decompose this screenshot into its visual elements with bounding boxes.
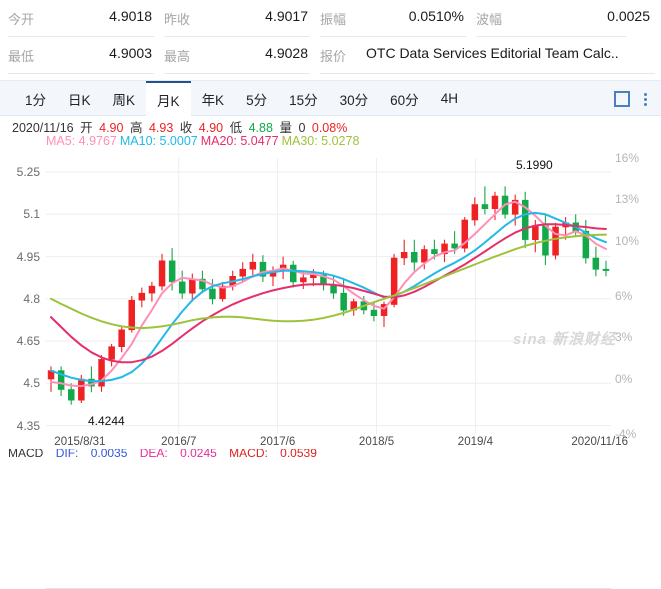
quote-label-source: 报价 (320, 49, 347, 64)
period-tabs: 1分 日K 周K 月K 年K 5分 15分 30分 60分 4H (14, 81, 469, 116)
legend-open-value: 4.90 (99, 121, 124, 135)
quote-label-prev-close: 昨收 (164, 12, 191, 27)
y-tick-left: 5.1 (23, 207, 40, 222)
quote-value-source: OTC Data Services Editorial Team Calc.. (366, 45, 619, 61)
sina-watermark: sina 新浪财经 (513, 331, 617, 348)
quote-header: 今开 4.9018 昨收 4.9017 振幅 0.0510% 波幅 0.0025 (0, 0, 661, 74)
y-tick-left: 4.35 (16, 418, 40, 433)
tab-60分[interactable]: 60分 (390, 92, 419, 108)
quote-value-amplitude: 0.0510% (408, 8, 464, 24)
quote-cell-prev-close: 昨收 4.9017 (164, 0, 316, 37)
y-tick-right: 13% (615, 192, 640, 207)
ma-legend-ma5: MA5: 4.9767 (46, 134, 117, 148)
y-tick-right: 0% (615, 371, 633, 386)
y-tick-left: 4.65 (16, 334, 40, 349)
quote-value-range: 0.0025 (607, 8, 650, 24)
legend-high-value: 4.93 (148, 121, 174, 135)
macd-title: MACD (8, 449, 44, 458)
more-vertical-icon[interactable] (643, 91, 649, 107)
x-tick: 2020/11/16 (571, 436, 629, 448)
macd-dif-label: DIF: (55, 449, 79, 458)
quote-cell-amplitude: 振幅 0.0510% (320, 0, 472, 37)
quote-value-prev-close: 4.9017 (265, 8, 308, 24)
macd-dif-value: 0.0035 (90, 449, 128, 458)
legend-open-label: 开 (80, 121, 93, 135)
quote-value-today-open: 4.9018 (109, 8, 152, 24)
legend-close-label: 收 (179, 121, 193, 135)
quote-cell-today-open: 今开 4.9018 (8, 0, 160, 37)
quote-label-low: 最低 (8, 49, 35, 64)
y-tick-left: 4.95 (16, 249, 40, 264)
high-price-annotation: 5.1990 (516, 158, 553, 172)
legend-date: 2020/11/16 (12, 121, 74, 135)
macd-dea-value: 0.0245 (180, 449, 217, 458)
y-tick-left: 4.5 (23, 376, 40, 391)
quote-label-amplitude: 振幅 (320, 12, 347, 27)
tab-1分[interactable]: 1分 (25, 92, 47, 108)
legend-high-label: 高 (129, 121, 143, 135)
y-tick-left: 4.8 (23, 291, 40, 306)
quote-cell-high: 最高 4.9028 (164, 37, 316, 74)
legend-volume-label: 量 (279, 121, 292, 135)
tab-月K[interactable]: 月K (146, 81, 191, 116)
quote-cell-low: 最低 4.9003 (8, 37, 160, 74)
macd-legend: MACD DIF: 0.0035 DEA: 0.0245 MACD: 0.053… (8, 449, 326, 458)
ohlc-legend: 2020/11/16 开 4.90 高 4.93 收 4.90 低 4.88 量… (12, 117, 350, 136)
y-tick-left: 5.25 (16, 165, 40, 180)
fullscreen-icon[interactable] (614, 90, 630, 107)
ma-legend-ma20: MA20: 5.0477 (200, 134, 279, 148)
quote-row-2: 最低 4.9003 最高 4.9028 报价 OTC Data Services… (0, 37, 661, 74)
tab-5分[interactable]: 5分 (246, 92, 268, 108)
x-tick: 2016/7 (161, 436, 197, 448)
tab-周K[interactable]: 周K (112, 92, 136, 108)
quote-cell-source: 报价 OTC Data Services Editorial Team Calc… (320, 37, 661, 74)
ma-legend-ma30: MA30: 5.0278 (281, 134, 360, 148)
quote-value-low: 4.9003 (109, 45, 152, 61)
legend-close-value: 4.90 (198, 121, 224, 135)
x-tick: 2018/5 (358, 436, 395, 448)
y-tick-right: 3% (615, 330, 633, 345)
quote-cell-range: 波幅 0.0025 (476, 0, 661, 37)
legend-change-pct: 0.08% (311, 121, 348, 135)
x-tick: 2019/4 (457, 436, 493, 448)
macd-macd-label: MACD: (229, 449, 268, 458)
kline-canvas[interactable] (0, 152, 661, 442)
quote-value-high: 4.9028 (265, 45, 308, 61)
x-tick: 2015/8/31 (54, 436, 106, 448)
tab-30分[interactable]: 30分 (339, 92, 369, 108)
y-tick-right: 6% (615, 289, 633, 303)
tab-日K[interactable]: 日K (68, 92, 91, 108)
macd-indicator-strip: MACD DIF: 0.0035 DEA: 0.0245 MACD: 0.053… (0, 449, 661, 458)
tab-15分[interactable]: 15分 (289, 92, 318, 108)
low-price-annotation: 4.4244 (88, 414, 125, 428)
y-tick-right: 10% (615, 233, 640, 248)
legend-low-label: 低 (229, 121, 243, 135)
tab-年K[interactable]: 年K (201, 92, 225, 108)
period-tabbar: 1分 日K 周K 月K 年K 5分 15分 30分 60分 4H (0, 80, 661, 116)
y-tick-right: -4% (615, 427, 637, 441)
legend-low-value: 4.88 (248, 121, 273, 135)
y-tick-right: 16% (615, 151, 640, 165)
kline-chart[interactable]: 5.25 5.1 4.95 4.8 4.65 4.5 4.35 16% 13% 10% 6% 3% 0… (0, 151, 661, 589)
chart-legend: 2020/11/16 开 4.90 高 4.93 收 4.90 低 4.88 量… (0, 117, 661, 153)
x-tick: 2017/6 (260, 436, 296, 448)
macd-macd-value: 0.0539 (280, 449, 317, 458)
quote-label-high: 最高 (164, 49, 191, 64)
quote-label-today-open: 今开 (8, 12, 35, 27)
ma-legend: MA5: 4.9767 MA10: 5.0007 MA20: 5.0477 MA30:… (46, 134, 362, 148)
tab-4H[interactable]: 4H (440, 91, 458, 106)
quote-row-1: 今开 4.9018 昨收 4.9017 振幅 0.0510% 波幅 0.0025 (0, 0, 661, 37)
legend-volume-value: 0 (298, 121, 306, 135)
ma-legend-ma10: MA10: 5.0007 (119, 134, 198, 148)
macd-dea-label: DEA: (139, 449, 168, 458)
chart-tools (614, 81, 649, 116)
quote-label-range: 波幅 (476, 12, 503, 27)
